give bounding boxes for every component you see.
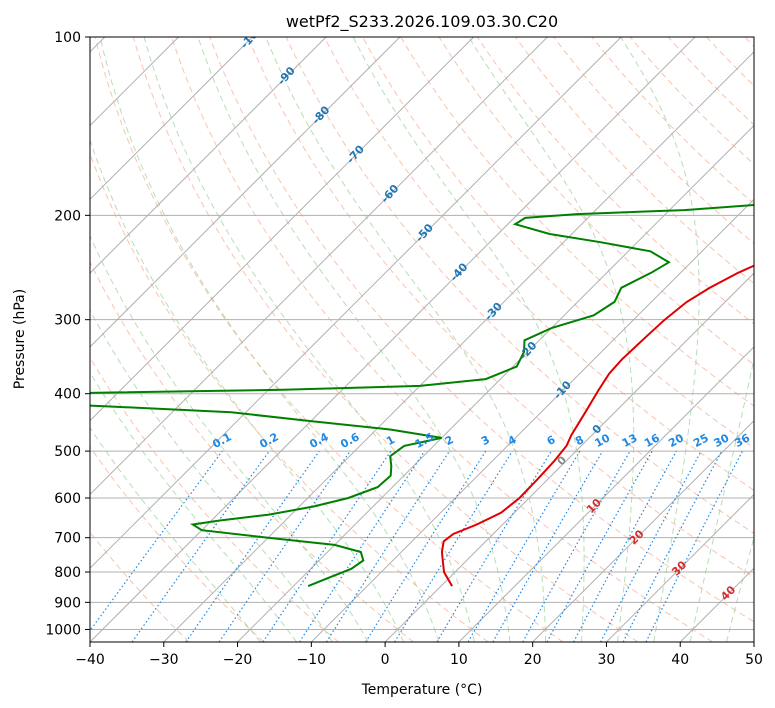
y-axis-label: Pressure (hPa) [12, 289, 28, 389]
moist-adiabat-line [90, 234, 369, 642]
x-tick-label: −10 [297, 652, 327, 668]
dry-adiabat-line [476, 37, 754, 325]
x-tick-label: −40 [75, 652, 105, 668]
mixing-ratio-line [262, 450, 392, 642]
moist-adiabats [90, 37, 754, 642]
dry-adiabat-line [94, 37, 564, 642]
isotherm-line [384, 272, 754, 642]
isotherm-line [90, 37, 548, 496]
mixing-ratio-line [90, 450, 223, 632]
dry-adiabat-line [247, 37, 754, 578]
y-tick-label: 100 [54, 30, 81, 46]
moist-adiabat-line [352, 37, 585, 642]
isotherm-line [163, 51, 754, 642]
isotherm-line [237, 124, 754, 642]
mixing-ratio-label: 20 [666, 431, 686, 450]
dry-adiabat-line [438, 37, 754, 366]
mixing-ratio-label: 10 [593, 431, 613, 450]
y-tick-label: 900 [54, 595, 81, 611]
y-tick-label: 200 [54, 208, 81, 224]
dry-adiabats [90, 37, 754, 642]
x-tick-label: −30 [149, 652, 179, 668]
y-tick-label: 700 [54, 531, 81, 547]
dry-adiabat-line [515, 37, 754, 285]
mixing-ratio-label: 30 [712, 431, 732, 450]
x-tick-label: −20 [223, 652, 253, 668]
mixing-ratio-line [325, 450, 450, 642]
dry-adiabat-line [90, 356, 339, 642]
x-tick-label: 50 [745, 652, 763, 668]
skewed-isotherms [90, 37, 754, 642]
y-tick-label: 600 [54, 491, 81, 507]
isotherm-line [310, 198, 754, 642]
moist-adiabat-line [143, 37, 475, 642]
moist-adiabat-line [90, 138, 405, 642]
isotherm-line [606, 493, 754, 642]
x-tick-label: 30 [598, 652, 616, 668]
moist-adiabat-line [197, 37, 511, 642]
mixing-ratio-line [131, 450, 270, 642]
isotherm-line [90, 37, 622, 569]
dry-adiabat-line [90, 260, 414, 642]
mixing-ratio-line [394, 450, 513, 642]
x-tick-label: 10 [450, 652, 468, 668]
x-tick-label: 0 [381, 652, 390, 668]
mixing-ratio-line [522, 450, 631, 642]
moist-adiabat-line [726, 536, 754, 642]
isotherm-line [90, 37, 475, 422]
x-tick-label: 20 [524, 652, 542, 668]
isotherm-line [90, 37, 401, 348]
dry-adiabat-line [209, 37, 754, 623]
mixing-ratio-label: 25 [691, 431, 711, 450]
y-tick-label: 500 [54, 444, 81, 460]
y-tick-label: 1000 [45, 622, 81, 638]
x-tick-label: 40 [671, 652, 689, 668]
isotherm-line [90, 37, 327, 274]
x-axis-label: Temperature (°C) [361, 682, 483, 698]
mixing-ratio-label: 36 [732, 431, 752, 450]
moist-adiabat-line [99, 37, 440, 642]
mixing-ratio-line [546, 450, 653, 642]
dry-adiabat-line [90, 446, 265, 642]
mixing-ratio-label: 13 [620, 431, 640, 450]
mixing-ratio-label: 16 [642, 431, 662, 450]
moist-adiabat-line [620, 37, 700, 642]
chart-title: wetPf2_S233.2026.109.03.30.C20 [286, 12, 558, 32]
isotherm-line [532, 419, 754, 642]
mixing-ratio-line [572, 450, 677, 642]
sounding-profiles [90, 203, 754, 588]
temperature-line [440, 264, 754, 587]
mixing-ratio-line [185, 450, 320, 642]
y-tick-label: 400 [54, 387, 81, 403]
y-tick-label: 300 [54, 313, 81, 329]
dry-adiabat-line [132, 37, 639, 642]
mixing-ratio-line [645, 450, 744, 642]
dry-adiabat-line [323, 37, 754, 491]
mixing-ratio-line [299, 450, 426, 642]
plot-frame [89, 36, 755, 643]
isotherm-line [90, 37, 253, 201]
moist-adiabat-line [90, 371, 297, 642]
moist-adiabat-line [90, 309, 333, 642]
dry-adiabat-line [171, 37, 713, 642]
isotherm-line [458, 346, 754, 642]
mixing-ratio-line [218, 450, 351, 642]
y-axis: 100 200 300 400 500 600 700 800 900 1000 [45, 30, 90, 638]
mixing-ratio-lines [90, 450, 744, 642]
dewpoint-line [90, 203, 754, 588]
x-axis: −40 −30 −20 −10 0 10 20 30 40 50 [75, 642, 763, 668]
isotherm-line [90, 37, 696, 642]
isobars [90, 37, 754, 630]
y-tick-label: 800 [54, 565, 81, 581]
moist-adiabat-line [90, 426, 261, 642]
moist-adiabat-line [689, 356, 754, 642]
moist-adiabat-line [265, 37, 547, 642]
dry-adiabat-line [285, 37, 754, 534]
